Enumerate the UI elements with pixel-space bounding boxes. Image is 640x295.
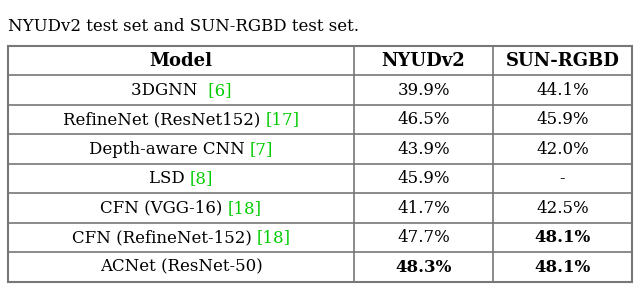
Text: NYUDv2: NYUDv2 bbox=[381, 52, 465, 70]
Text: -: - bbox=[559, 170, 565, 187]
Text: ACNet (ResNet-50): ACNet (ResNet-50) bbox=[100, 259, 262, 276]
Text: SUN-RGBD: SUN-RGBD bbox=[506, 52, 620, 70]
Text: CFN (RefineNet-152): CFN (RefineNet-152) bbox=[72, 229, 257, 246]
Text: Model: Model bbox=[150, 52, 212, 70]
Text: 48.1%: 48.1% bbox=[534, 229, 591, 246]
Text: 47.7%: 47.7% bbox=[397, 229, 450, 246]
Text: 42.5%: 42.5% bbox=[536, 200, 589, 217]
Text: [17]: [17] bbox=[266, 111, 300, 128]
Text: [18]: [18] bbox=[257, 229, 291, 246]
Text: 3DGNN: 3DGNN bbox=[131, 82, 203, 99]
Text: [8]: [8] bbox=[190, 170, 213, 187]
Text: LSD: LSD bbox=[149, 170, 190, 187]
Text: 45.9%: 45.9% bbox=[536, 111, 589, 128]
Text: 39.9%: 39.9% bbox=[397, 82, 450, 99]
Text: NYUDv2 test set and SUN-RGBD test set.: NYUDv2 test set and SUN-RGBD test set. bbox=[8, 18, 359, 35]
Text: 43.9%: 43.9% bbox=[397, 141, 450, 158]
Text: 41.7%: 41.7% bbox=[397, 200, 450, 217]
Text: [6]: [6] bbox=[203, 82, 231, 99]
Text: 46.5%: 46.5% bbox=[397, 111, 450, 128]
Text: RefineNet (ResNet152): RefineNet (ResNet152) bbox=[63, 111, 266, 128]
Text: CFN (VGG-16): CFN (VGG-16) bbox=[100, 200, 228, 217]
Text: 48.1%: 48.1% bbox=[534, 259, 591, 276]
Bar bbox=[8, 46, 632, 282]
Text: Depth-aware CNN: Depth-aware CNN bbox=[89, 141, 250, 158]
Text: 42.0%: 42.0% bbox=[536, 141, 589, 158]
Text: [7]: [7] bbox=[250, 141, 273, 158]
Text: 45.9%: 45.9% bbox=[397, 170, 450, 187]
Text: 48.3%: 48.3% bbox=[396, 259, 452, 276]
Text: [18]: [18] bbox=[228, 200, 262, 217]
Text: 44.1%: 44.1% bbox=[536, 82, 589, 99]
